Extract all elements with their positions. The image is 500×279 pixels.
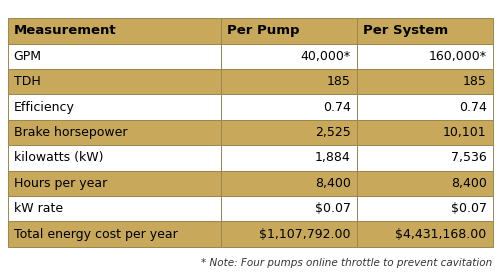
Bar [8, 18, 221, 44]
Bar [356, 44, 492, 69]
Text: Brake horsepower: Brake horsepower [14, 126, 127, 139]
Bar [356, 18, 492, 44]
Bar [221, 171, 356, 196]
Text: * Note: Four pumps online throttle to prevent cavitation: * Note: Four pumps online throttle to pr… [201, 258, 492, 268]
Text: 8,400: 8,400 [315, 177, 350, 190]
Bar [356, 196, 492, 222]
Bar [356, 69, 492, 94]
Text: 1,884: 1,884 [315, 151, 350, 164]
Bar [8, 44, 221, 69]
Bar [8, 69, 221, 94]
Text: GPM: GPM [14, 50, 42, 63]
Text: Hours per year: Hours per year [14, 177, 107, 190]
Bar [8, 120, 221, 145]
Text: kilowatts (kW): kilowatts (kW) [14, 151, 103, 164]
Bar [8, 222, 221, 247]
Bar [221, 145, 356, 171]
Text: TDH: TDH [14, 75, 40, 88]
Text: 40,000*: 40,000* [300, 50, 350, 63]
Bar [356, 94, 492, 120]
Text: Efficiency: Efficiency [14, 101, 74, 114]
Bar [8, 171, 221, 196]
Text: $1,107,792.00: $1,107,792.00 [259, 228, 350, 241]
Text: 160,000*: 160,000* [428, 50, 486, 63]
Text: 0.74: 0.74 [458, 101, 486, 114]
Bar [221, 18, 356, 44]
Text: 2,525: 2,525 [315, 126, 350, 139]
Bar [221, 120, 356, 145]
Text: Per Pump: Per Pump [227, 24, 300, 37]
Bar [8, 145, 221, 171]
Text: 10,101: 10,101 [443, 126, 486, 139]
Bar [356, 222, 492, 247]
Bar [221, 69, 356, 94]
Text: 185: 185 [327, 75, 350, 88]
Bar [221, 222, 356, 247]
Text: $4,431,168.00: $4,431,168.00 [396, 228, 486, 241]
Text: 8,400: 8,400 [450, 177, 486, 190]
Bar [221, 196, 356, 222]
Text: Total energy cost per year: Total energy cost per year [14, 228, 177, 241]
Text: 185: 185 [462, 75, 486, 88]
Bar [8, 94, 221, 120]
Bar [356, 171, 492, 196]
Text: $0.07: $0.07 [450, 202, 486, 215]
Text: 7,536: 7,536 [451, 151, 486, 164]
Bar [8, 196, 221, 222]
Text: Per System: Per System [362, 24, 448, 37]
Bar [221, 94, 356, 120]
Text: 0.74: 0.74 [323, 101, 350, 114]
Text: $0.07: $0.07 [314, 202, 350, 215]
Bar [221, 44, 356, 69]
Text: Measurement: Measurement [14, 24, 116, 37]
Bar [356, 120, 492, 145]
Text: kW rate: kW rate [14, 202, 62, 215]
Bar [356, 145, 492, 171]
